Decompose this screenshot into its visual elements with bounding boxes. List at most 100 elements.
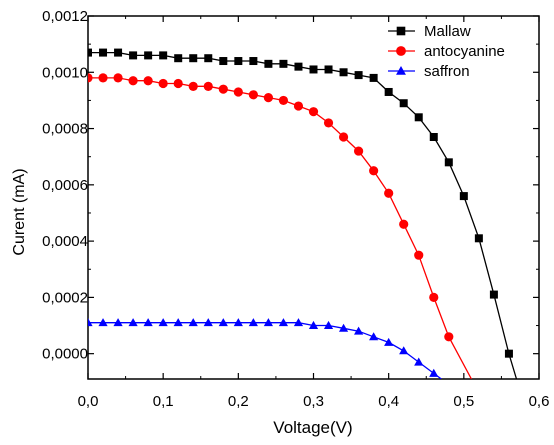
data-point xyxy=(293,101,304,111)
data-point xyxy=(399,219,409,229)
data-point xyxy=(173,78,183,89)
y-tick-label: 0,0012 xyxy=(42,8,88,25)
data-point xyxy=(158,78,168,89)
data-point xyxy=(218,318,228,327)
data-point xyxy=(474,234,483,243)
data-point xyxy=(249,57,258,66)
y-tick-label: 0,0000 xyxy=(42,346,88,363)
series-Mallaw xyxy=(88,48,518,379)
legend: Mallaw antocyanine saffron xyxy=(388,23,505,80)
x-tick-label: 0,5 xyxy=(453,393,474,410)
x-tick-label: 0,3 xyxy=(303,393,324,410)
data-point xyxy=(354,326,364,335)
data-point xyxy=(263,318,273,327)
series-layer xyxy=(88,48,518,379)
data-point xyxy=(113,73,123,83)
data-point xyxy=(128,76,138,86)
data-point xyxy=(129,51,138,60)
data-point xyxy=(429,368,439,377)
data-point xyxy=(233,318,243,327)
data-point xyxy=(128,318,138,327)
data-point xyxy=(384,87,393,96)
series-antocyanine xyxy=(88,73,472,379)
x-tick-label: 0,4 xyxy=(378,393,399,410)
legend-label: Mallaw xyxy=(424,23,471,40)
data-point xyxy=(504,349,513,358)
data-point xyxy=(414,357,424,366)
data-point xyxy=(444,332,454,342)
y-tick-label: 0,0010 xyxy=(42,64,88,81)
data-point xyxy=(309,65,318,74)
data-point xyxy=(354,146,364,156)
data-point xyxy=(174,54,183,63)
data-point xyxy=(143,318,153,327)
data-point xyxy=(188,81,198,91)
data-point xyxy=(444,158,453,167)
data-point xyxy=(99,48,108,57)
data-point xyxy=(414,113,423,122)
legend-marker xyxy=(396,66,406,75)
data-point xyxy=(204,54,213,63)
data-point xyxy=(293,318,304,327)
legend-item: Mallaw xyxy=(388,23,471,40)
legend-marker xyxy=(396,26,406,36)
data-point xyxy=(323,118,334,128)
data-point xyxy=(323,320,334,329)
data-point xyxy=(158,318,168,327)
data-point xyxy=(88,318,93,327)
data-point xyxy=(188,318,198,327)
x-tick-label: 0,1 xyxy=(153,393,174,410)
data-point xyxy=(294,62,303,71)
data-point xyxy=(308,107,319,117)
data-point xyxy=(339,68,348,77)
y-axis-label: Curent (mA) xyxy=(11,168,28,255)
data-point xyxy=(414,250,424,260)
data-point xyxy=(263,93,273,103)
data-point xyxy=(279,59,288,68)
legend-item: saffron xyxy=(388,63,470,80)
data-point xyxy=(369,166,379,176)
legend-item: antocyanine xyxy=(388,43,505,60)
x-axis-label: Voltage(V) xyxy=(273,418,352,437)
series-line xyxy=(88,77,472,379)
data-point xyxy=(144,51,153,60)
data-point xyxy=(384,188,394,198)
data-point xyxy=(248,318,258,327)
data-point xyxy=(114,48,123,57)
data-point xyxy=(324,65,333,74)
data-point xyxy=(113,318,123,327)
data-point xyxy=(203,318,213,327)
x-tick-label: 0,6 xyxy=(529,393,550,410)
legend-marker xyxy=(396,46,406,56)
y-tick-label: 0,0008 xyxy=(42,121,88,138)
data-point xyxy=(429,292,439,302)
data-point xyxy=(278,95,289,106)
data-point xyxy=(233,87,243,97)
legend-label: antocyanine xyxy=(424,43,505,60)
axes: 0,0 0,1 0,2 0,3 0,4 0,5 0,6 0,0000 0,0002 0,0004 0… xyxy=(42,8,549,410)
data-point xyxy=(429,133,438,141)
data-point xyxy=(189,54,198,63)
data-point xyxy=(98,73,108,83)
data-point xyxy=(248,90,258,100)
data-point xyxy=(338,132,349,142)
data-point xyxy=(354,71,363,80)
series-line xyxy=(88,51,518,379)
legend-label: saffron xyxy=(424,63,470,80)
data-point xyxy=(384,337,394,346)
data-point xyxy=(264,59,273,68)
data-point xyxy=(399,99,408,108)
data-point xyxy=(278,318,289,327)
data-point xyxy=(203,81,213,91)
data-point xyxy=(459,192,468,201)
data-point xyxy=(369,332,379,341)
data-point xyxy=(234,57,243,66)
data-point xyxy=(218,84,228,94)
data-point xyxy=(88,48,92,57)
data-point xyxy=(308,320,319,329)
data-point xyxy=(219,57,228,66)
series-line xyxy=(88,322,442,379)
y-tick-label: 0,0002 xyxy=(42,289,88,306)
y-tick-label: 0,0006 xyxy=(42,177,88,194)
